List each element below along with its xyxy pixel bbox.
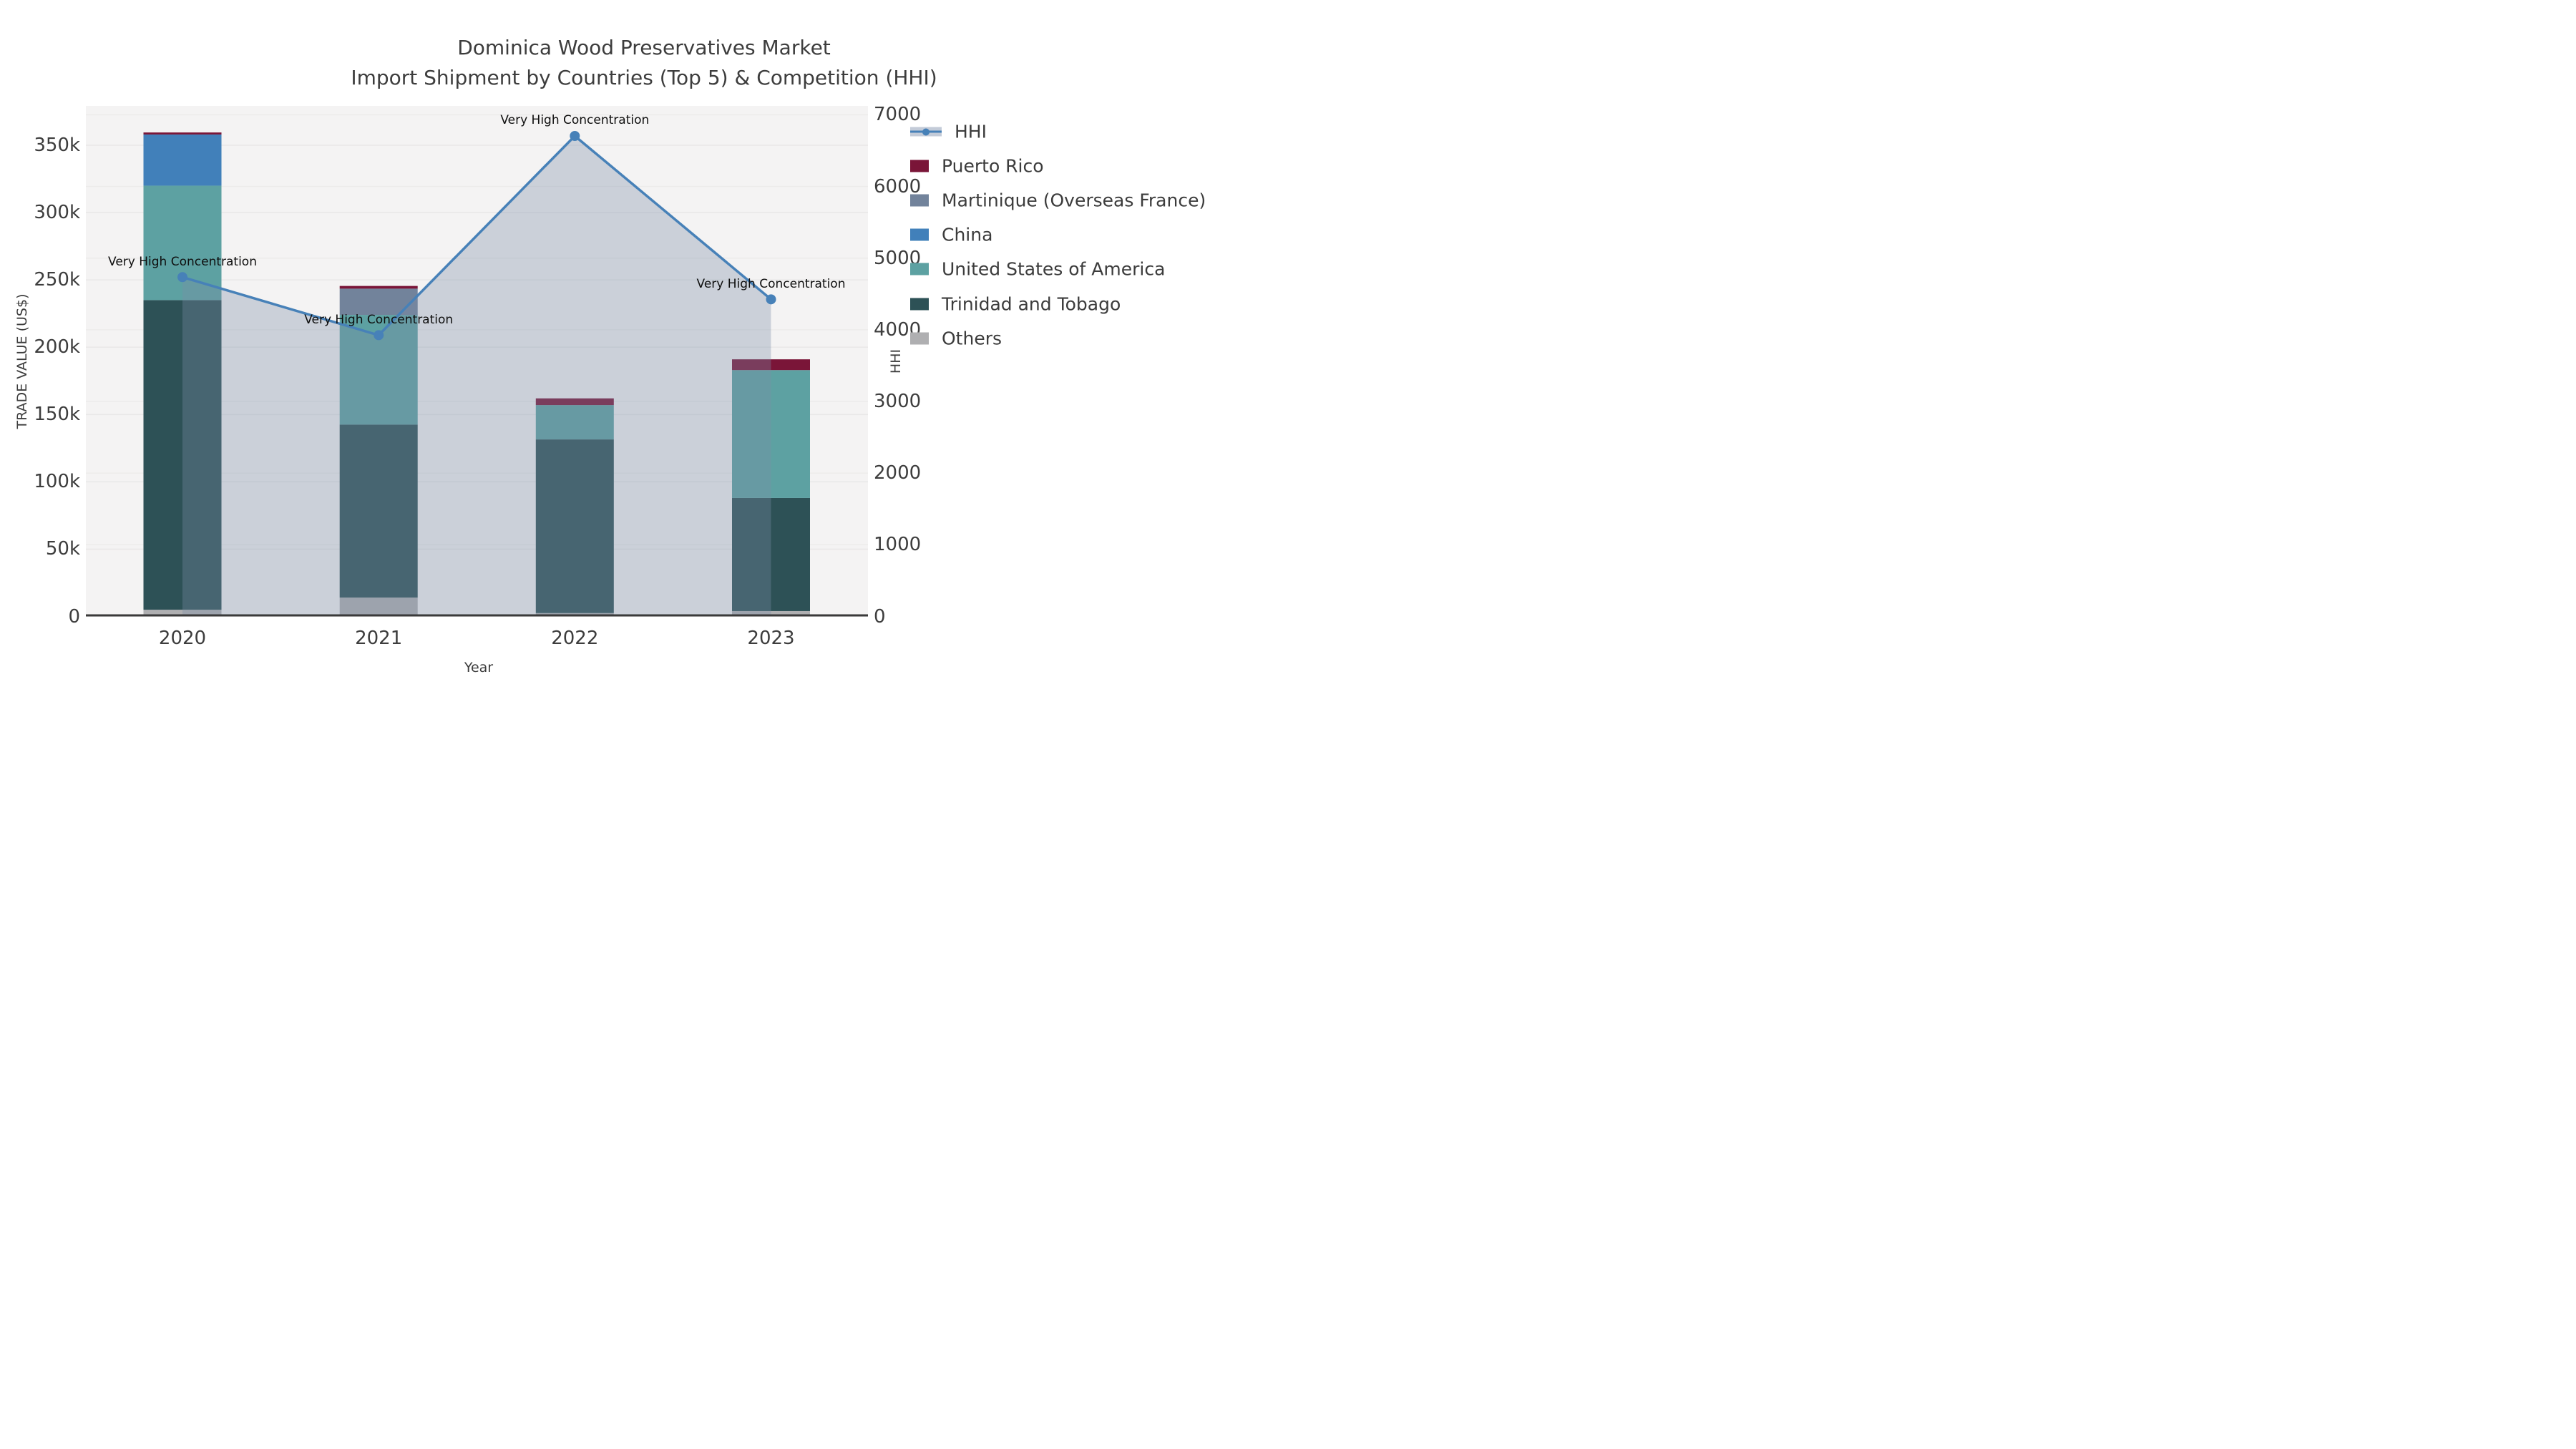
legend-swatch [910, 298, 929, 310]
bar-segment-2022-puerto-rico [535, 398, 614, 406]
bar-segment-2021-trinidad-and-tobago [339, 424, 418, 598]
left-tick-300k: 300k [34, 202, 80, 224]
chart-title-line2: Import Shipment by Countries (Top 5) & C… [351, 66, 937, 89]
left-tick-0: 0 [68, 605, 80, 628]
x-tick-2020: 2020 [158, 628, 207, 649]
left-tick-100k: 100k [34, 471, 80, 493]
bar-segment-2020-others [143, 610, 222, 617]
bar-segment-2022-trinidad-and-tobago [535, 439, 614, 613]
legend-swatch [910, 194, 929, 207]
legend-label: Others [942, 328, 1002, 349]
legend-label: Puerto Rico [942, 155, 1044, 177]
right-tick-0: 0 [874, 605, 886, 628]
hhi-area-fill [182, 135, 771, 617]
hhi-marker-2022 [570, 130, 580, 141]
plot-canvas [86, 114, 868, 617]
right-tick-7000: 7000 [874, 104, 922, 126]
left-tick-350k: 350k [34, 135, 80, 156]
right-tick-1000: 1000 [874, 534, 922, 556]
bar-segment-2020-china [143, 134, 222, 186]
legend-item-puerto-rico: Puerto Rico [910, 155, 1044, 176]
legend-swatch [910, 228, 929, 241]
hhi-line [182, 134, 772, 337]
x-tick-2021: 2021 [355, 628, 403, 649]
x-tick-2022: 2022 [551, 628, 599, 649]
bar-segment-2023-puerto-rico [732, 359, 810, 371]
chart-title-line1: Dominica Wood Preservatives Market [457, 36, 831, 59]
legend-label: United States of America [942, 258, 1166, 280]
hhi-marker-2020 [177, 272, 187, 283]
chart-figure: Dominica Wood Preservatives Market Impor… [0, 0, 1288, 724]
legend-item-hhi: HHI [910, 121, 987, 142]
annotation-2021: Very High Concentration [304, 312, 454, 327]
legend-swatch [910, 263, 929, 275]
left-tick-150k: 150k [34, 404, 80, 426]
right-axis-title: HHI [888, 348, 904, 374]
legend-label: Trinidad and Tobago [942, 293, 1121, 314]
legend-item-china: China [910, 225, 992, 245]
left-tick-50k: 50k [45, 538, 80, 560]
legend-label: HHI [955, 121, 987, 142]
legend-item-martinique-overseas-france-: Martinique (Overseas France) [910, 190, 1206, 210]
legend-label: Martinique (Overseas France) [942, 190, 1206, 211]
annotation-2022: Very High Concentration [500, 113, 650, 128]
legend-item-others: Others [910, 328, 1002, 348]
hhi-marker-2023 [766, 294, 776, 305]
bar-segment-2023-trinidad-and-tobago [732, 497, 810, 611]
left-tick-250k: 250k [34, 269, 80, 291]
legend-label: China [942, 224, 993, 245]
bar-segment-2023-others [732, 610, 810, 617]
legend-swatch [910, 332, 929, 345]
annotation-2020: Very High Concentration [108, 254, 257, 269]
bar-segment-2021-puerto-rico [339, 286, 418, 289]
bar-segment-2020-puerto-rico [143, 132, 222, 135]
legend-hhi-line-symbol [910, 125, 942, 137]
bar-segment-2021-others [339, 597, 418, 617]
x-tick-2023: 2023 [747, 628, 795, 649]
hhi-marker-2021 [374, 330, 384, 341]
right-tick-2000: 2000 [874, 462, 922, 484]
bar-segment-2020-trinidad-and-tobago [143, 300, 222, 610]
right-tick-3000: 3000 [874, 391, 922, 413]
left-tick-200k: 200k [34, 336, 80, 358]
legend-hhi-symbol-part [922, 128, 930, 135]
legend-swatch [910, 160, 929, 172]
bar-segment-2023-united-states-of-america [732, 370, 810, 498]
x-axis-title: Year [464, 660, 494, 675]
legend-item-trinidad-and-tobago: Trinidad and Tobago [910, 293, 1121, 314]
bar-segment-2022-united-states-of-america [535, 405, 614, 440]
legend-item-united-states-of-america: United States of America [910, 259, 1165, 280]
annotation-2023: Very High Concentration [696, 276, 846, 291]
right-tick-6000: 6000 [874, 175, 922, 197]
